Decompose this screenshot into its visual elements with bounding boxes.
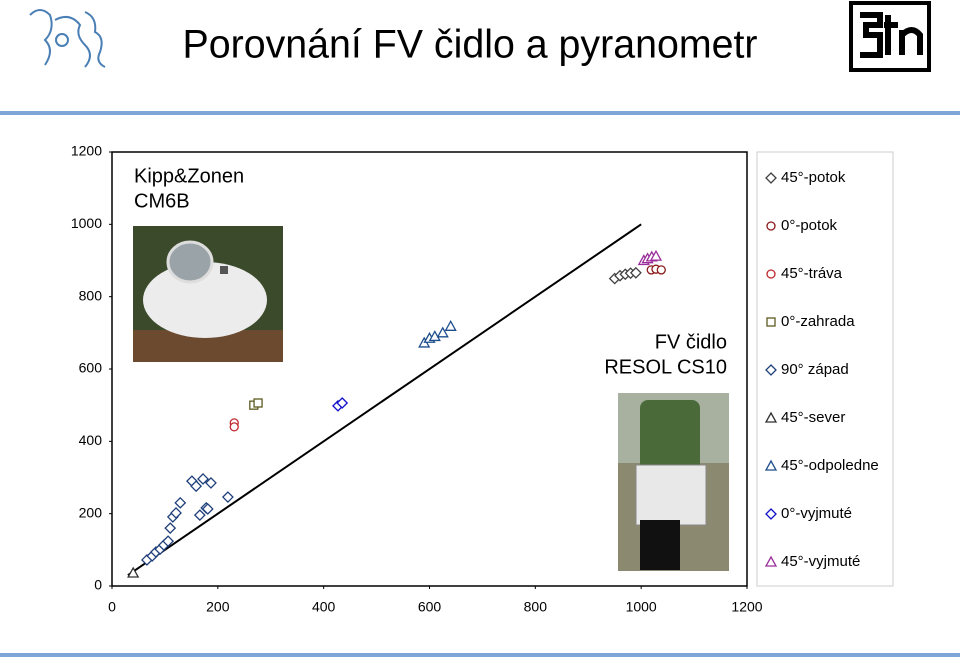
legend-label: 45°-odpoledne: [781, 457, 879, 474]
y-tick-label: 1200: [71, 143, 102, 159]
legend-marker: [766, 221, 776, 231]
y-tick-label: 1000: [71, 215, 102, 231]
point: [205, 477, 217, 489]
annotation: CM6B: [134, 190, 190, 212]
legend-marker: [765, 364, 777, 376]
point: [197, 473, 209, 485]
legend-marker: [765, 508, 777, 520]
legend-marker: [765, 172, 777, 184]
point: [629, 266, 642, 279]
legend-label: 0°-vyjmuté: [781, 505, 852, 522]
slide-title: Porovnání FV čidlo a pyranometr: [183, 23, 758, 67]
point: [428, 330, 441, 342]
x-tick-label: 1200: [731, 599, 762, 615]
point: [253, 398, 263, 408]
legend-marker: [764, 555, 778, 567]
y-tick-label: 0: [94, 577, 102, 593]
x-tick-label: 400: [312, 599, 336, 615]
legend-marker: [766, 269, 776, 279]
point: [164, 522, 177, 535]
point: [162, 535, 175, 548]
legend-label: 45°-potok: [781, 169, 846, 186]
reference-line: [127, 223, 642, 576]
point: [656, 265, 666, 275]
x-tick-label: 200: [206, 599, 230, 615]
legend-label: 45°-vyjmuté: [781, 553, 860, 570]
point: [190, 480, 203, 493]
photo-sensor: [618, 393, 729, 571]
legend-label: 90° západ: [781, 361, 849, 378]
x-tick-label: 800: [524, 599, 548, 615]
annotation: FV čidlo: [655, 331, 727, 353]
y-tick-label: 200: [79, 504, 103, 520]
logo-right: [849, 1, 931, 72]
point: [201, 503, 214, 515]
point: [174, 496, 187, 509]
point: [221, 491, 234, 503]
point: [336, 397, 349, 409]
y-tick-label: 800: [79, 287, 103, 303]
point: [436, 326, 449, 338]
point: [127, 566, 140, 578]
x-tick-label: 600: [418, 599, 442, 615]
footer-rule: [0, 653, 960, 657]
point: [229, 422, 239, 432]
legend-label: 0°-zahrada: [781, 313, 855, 330]
point: [170, 507, 182, 519]
point: [649, 249, 663, 261]
legend-label: 45°-tráva: [781, 265, 843, 282]
y-tick-label: 400: [79, 432, 103, 448]
point: [193, 509, 206, 522]
x-tick-label: 1000: [626, 599, 657, 615]
legend-marker: [764, 411, 778, 423]
legend-marker: [766, 317, 776, 327]
legend-label: 45°-sever: [781, 409, 845, 426]
photo-pyranometer: [133, 226, 283, 362]
point: [444, 319, 457, 331]
annotation: Kipp&Zonen: [134, 165, 244, 187]
logo-left: [29, 9, 106, 68]
legend-box: [756, 151, 894, 587]
header-rule: [0, 111, 960, 115]
legend-label: 0°-potok: [781, 217, 838, 234]
x-tick-label: 0: [108, 599, 116, 615]
legend-marker: [764, 459, 778, 471]
y-tick-label: 600: [79, 360, 103, 376]
annotation: RESOL CS10: [604, 356, 727, 378]
